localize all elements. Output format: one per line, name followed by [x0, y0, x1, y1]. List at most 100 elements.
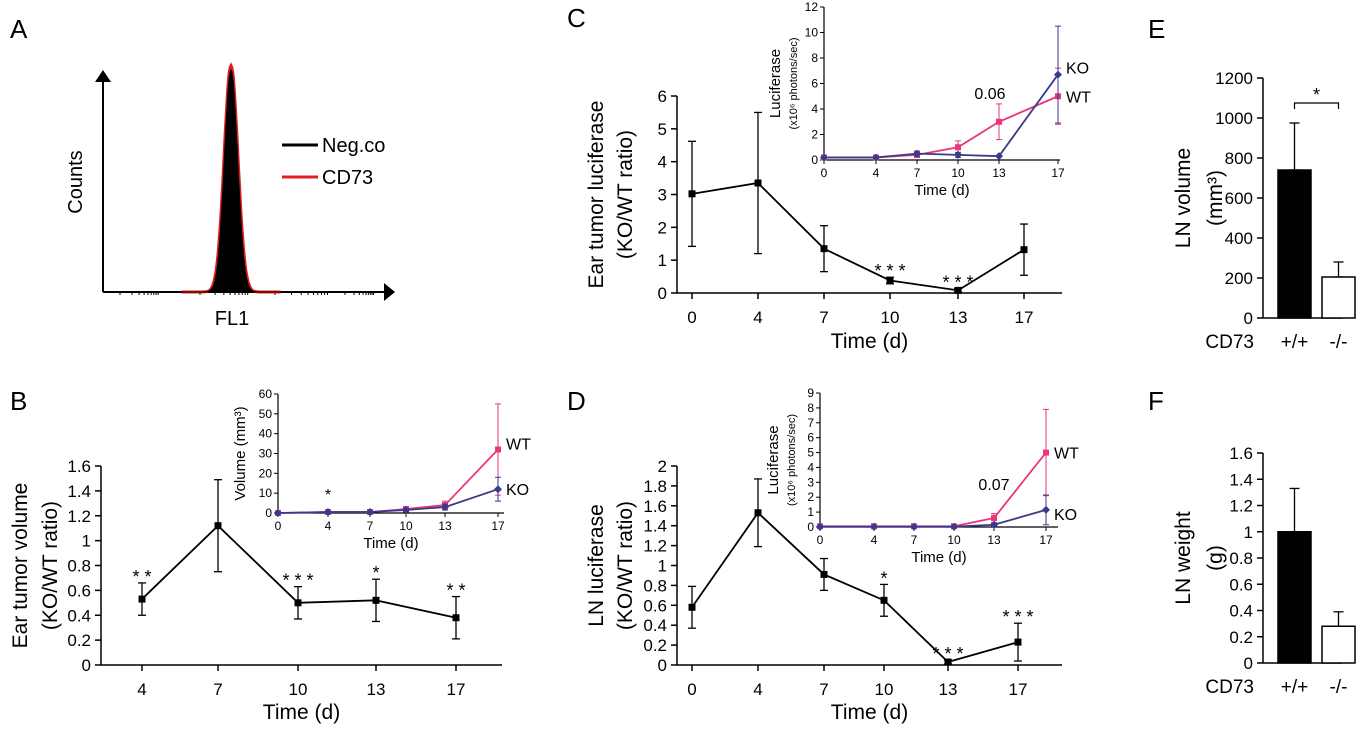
inset-x-tick-label: 17	[491, 519, 505, 533]
y-axis-arrow-icon	[95, 70, 111, 82]
inset-y-tick-label: 4	[811, 102, 818, 116]
inset-y-axis-label: Luciferase	[767, 49, 784, 118]
inset-y-tick-label: 1	[807, 505, 814, 519]
y-tick-label: 0.4	[1229, 602, 1253, 621]
inset-series-line	[824, 74, 1059, 159]
data-point	[688, 190, 696, 198]
inset-y-tick-label: 10	[805, 26, 819, 40]
panel-f-chart: 0 0.2 0.4 0.6 0.8 1 1.2 1.4 1.6 LN weight (g) +/+ -/…	[1172, 444, 1356, 698]
y-tick-label: 6	[658, 87, 667, 106]
y-axis-label: Counts	[65, 150, 87, 213]
y-tick-label: 1	[658, 251, 667, 270]
inset-y-tick-label: 4	[807, 460, 814, 474]
x-tick-label: 13	[949, 308, 968, 327]
y-axis-label: Ear tumor volume	[9, 483, 32, 649]
inset-y-tick-label: 0	[811, 153, 818, 167]
x-tick-label: 7	[819, 308, 828, 327]
bar	[1321, 276, 1356, 319]
y-tick-label: 1.2	[1229, 497, 1253, 516]
x-axis-label: FL1	[215, 308, 249, 330]
inset-series-label: KO	[506, 482, 529, 499]
inset-data-point	[910, 522, 918, 531]
y-tick-label: 1	[1244, 523, 1253, 542]
significance-stars: * *	[132, 567, 151, 587]
panel-label-e: E	[1148, 14, 1165, 44]
y-tick-label: 0	[1244, 309, 1253, 328]
inset-data-point	[402, 506, 410, 515]
series-line	[691, 182, 1025, 292]
charts: CountsFL1Neg.coCD7300.20.40.60.811.21.41…	[9, 0, 1356, 724]
inset-data-point	[913, 149, 921, 158]
y-tick-label: 800	[1225, 149, 1253, 168]
group-label: CD73	[1205, 677, 1254, 698]
series-line	[691, 511, 1019, 664]
data-point	[954, 286, 962, 294]
y-tick-label: 0.8	[1229, 549, 1253, 568]
data-point	[754, 179, 762, 187]
inset-y-axis-label: Volume (mm³)	[232, 406, 249, 500]
y-tick-label: 0	[658, 284, 667, 303]
y-tick-label: 1.4	[643, 517, 667, 536]
y-tick-label: 1.8	[643, 477, 667, 496]
x-axis-label: Time (d)	[831, 330, 908, 353]
inset-x-tick-label: 0	[817, 533, 824, 547]
inset-x-tick-label: 17	[1051, 166, 1065, 180]
panel-label-c: C	[567, 3, 586, 33]
data-point	[754, 509, 762, 517]
inset-y-tick-label: 30	[259, 447, 273, 461]
y-axis-unit: (mm³)	[1204, 170, 1227, 226]
error-bar	[1333, 261, 1344, 278]
panel-label-f: F	[1148, 386, 1164, 416]
y-tick-label: 0.6	[67, 581, 91, 600]
panel-b-chart: 0 0.2 0.4 0.6 0.8 1 1.2 1.4 1.6 4 7 10 13 17 Ear tumor…	[9, 457, 502, 724]
inset-data-point	[995, 152, 1003, 161]
data-point	[294, 599, 302, 607]
x-tick-label: 13	[939, 680, 958, 699]
inset-data-point	[366, 508, 374, 517]
inset-x-tick-label: 4	[325, 519, 332, 533]
x-tick-label: 7	[213, 680, 222, 699]
y-tick-label: 400	[1225, 229, 1253, 248]
inset-x-tick-label: 13	[438, 519, 452, 533]
inset-x-tick-label: 0	[821, 166, 828, 180]
category-label: -/-	[1330, 677, 1348, 698]
x-axis-label: Time (d)	[263, 701, 340, 724]
y-axis-label-2: (KO/WT ratio)	[39, 501, 62, 630]
data-point	[214, 522, 222, 530]
x-tick-label: 4	[753, 680, 762, 699]
inset-data-point	[494, 485, 502, 494]
inset-series-ko: KO	[816, 494, 1077, 531]
inset-series-label: KO	[1054, 507, 1077, 524]
inset-series-line	[277, 488, 499, 514]
x-tick-label: 4	[753, 308, 762, 327]
inset-y-tick-label: 60	[259, 387, 273, 401]
y-tick-label: 0.8	[643, 576, 667, 595]
data-point	[1020, 246, 1028, 254]
inset-y-tick-label: 2	[811, 128, 818, 142]
inset-series-line	[824, 95, 1059, 159]
inset-y-tick-label: 5	[807, 446, 814, 460]
y-tick-label: 1.4	[67, 482, 91, 501]
y-tick-label: 2	[658, 218, 667, 237]
y-axis-label: LN volume	[1172, 148, 1195, 248]
x-axis-arrow-icon	[384, 283, 395, 301]
inset-y-tick-label: 50	[259, 407, 273, 421]
y-tick-label: 1000	[1215, 109, 1253, 128]
inset-x-axis-label: Time (d)	[363, 535, 418, 552]
y-axis-label: Ear tumor luciferase	[585, 101, 608, 289]
panel-label-a: A	[10, 14, 28, 44]
y-axis-label-2: (KO/WT ratio)	[614, 130, 637, 259]
x-tick-label: 7	[819, 680, 828, 699]
y-tick-label: 4	[658, 153, 667, 172]
inset-series-line	[820, 509, 1047, 528]
inset-y-tick-label: 10	[259, 486, 273, 500]
y-tick-label: 5	[658, 120, 667, 139]
inset-y-axis-sublabel: (x10⁶ photons/sec)	[786, 414, 798, 506]
inset-y-tick-label: 6	[811, 77, 818, 91]
inset-y-tick-label: 9	[807, 386, 814, 400]
bar	[1277, 169, 1312, 319]
inset-series-ko: KO	[820, 25, 1089, 162]
category-label: +/+	[1281, 332, 1308, 353]
